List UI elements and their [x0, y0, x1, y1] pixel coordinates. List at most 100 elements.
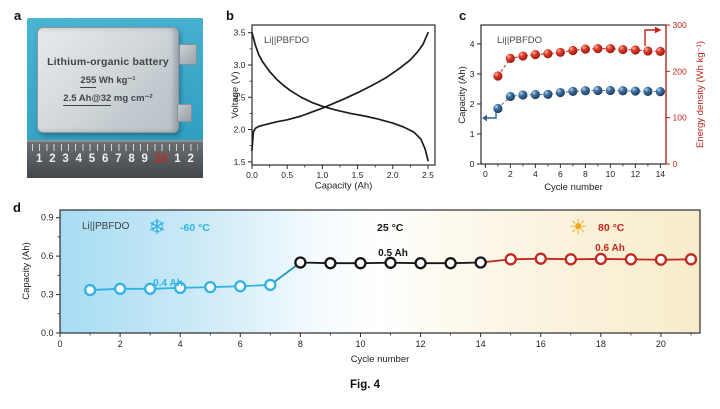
temp-label-room: 25 °C: [377, 222, 404, 234]
panel-d-xlabel: Cycle number: [351, 354, 410, 365]
svg-text:3.5: 3.5: [234, 28, 246, 38]
battery-terminal-tab-bottom: [177, 104, 192, 122]
energy-density-point: [580, 44, 590, 54]
capacity-point-room: [414, 257, 427, 270]
panel-d-frame: [59, 209, 701, 334]
svg-text:0: 0: [483, 169, 488, 179]
right-axis-arrow: [644, 29, 655, 46]
temp-label-hot: 80 °C: [598, 222, 625, 234]
ruler-number: 2: [49, 153, 56, 165]
capacity-point-cold: [264, 278, 277, 292]
svg-text:1.5: 1.5: [352, 170, 364, 180]
battery-pouch: Lithium-organic battery 255 Wh kg⁻¹ 2.5 …: [37, 27, 179, 133]
svg-text:1: 1: [470, 129, 475, 139]
svg-text:4: 4: [533, 169, 538, 179]
panel-b-title: Li||PBFDO: [264, 35, 309, 46]
battery-photo: Lithium-organic battery 255 Wh kg⁻¹ 2.5 …: [27, 18, 203, 178]
svg-text:0: 0: [673, 159, 678, 169]
svg-text:100: 100: [673, 113, 687, 123]
capacity-point-hot: [594, 252, 607, 266]
capacity-point-hot: [504, 253, 517, 266]
energy-density-point: [530, 50, 540, 60]
battery-title: Lithium-organic battery: [47, 56, 169, 68]
ruler-number: 6: [101, 153, 109, 165]
svg-text:0: 0: [57, 339, 62, 349]
battery-energy-unit: Wh kg⁻¹: [96, 75, 136, 86]
panel-b-xlabel: Capacity (Ah): [315, 181, 373, 192]
capacity-label-room: 0.5 Ah: [378, 248, 408, 259]
energy-density-point: [543, 49, 553, 59]
svg-text:14: 14: [656, 169, 666, 179]
capacity-point-hot: [624, 253, 638, 266]
energy-density-point: [655, 46, 665, 57]
capacity-point: [530, 90, 540, 100]
ruler-number: 1: [174, 153, 181, 165]
ruler-number: 10: [154, 153, 168, 165]
panel-d-label: d: [13, 200, 21, 215]
capacity-label-cold: 0.4 Ah: [153, 278, 183, 289]
svg-text:2.0: 2.0: [234, 125, 246, 135]
capacity-point-hot: [564, 253, 577, 266]
svg-text:1.0: 1.0: [316, 170, 328, 180]
capacity-label-hot: 0.6 Ah: [595, 243, 625, 254]
capacity-point: [543, 89, 553, 99]
capacity-point: [580, 86, 590, 96]
panel-c-label: c: [459, 8, 467, 23]
voltage-curve-discharge: [251, 31, 429, 162]
capacity-point-room: [474, 256, 487, 269]
sun-icon: ☀: [569, 216, 588, 239]
svg-text:0.5: 0.5: [281, 170, 293, 180]
ruler-number: 5: [88, 153, 96, 165]
ruler: 1 2 3 4 5 6 7 8 9 10 1 2: [27, 140, 203, 178]
ruler-number: 1: [36, 153, 43, 165]
svg-text:3.0: 3.0: [234, 60, 246, 70]
svg-text:18: 18: [596, 339, 606, 349]
capacity-point-hot: [684, 253, 698, 266]
svg-text:3: 3: [470, 69, 475, 79]
svg-text:200: 200: [673, 66, 687, 76]
svg-text:10: 10: [606, 169, 616, 179]
svg-text:2: 2: [118, 339, 123, 349]
svg-text:0.6: 0.6: [41, 251, 54, 261]
energy-density-point: [605, 44, 615, 54]
svg-text:8: 8: [583, 169, 588, 179]
capacity-point: [555, 87, 565, 98]
panel-c-title: Li||PBFDO: [497, 35, 542, 46]
capacity-point: [568, 86, 578, 96]
svg-text:6: 6: [238, 339, 243, 349]
energy-density-point: [618, 44, 628, 55]
energy-density-point: [518, 51, 528, 61]
panel-b-chart: 0.0 0.5 1.0 1.5 2.0 2.5 1.5 2.0 2.5 3.0 3.5 Li||PBF…: [230, 24, 436, 192]
capacity-point-room: [444, 257, 457, 270]
capacity-point: [493, 103, 503, 114]
svg-text:2.5: 2.5: [234, 92, 246, 102]
panel-d-chart: 0 2 4 6 8 10 12 14 16 18 20 0.0 0.3 0.6 0.9 Li||PBFDO ❄ -…: [21, 209, 701, 365]
battery-terminal-tab-top: [179, 44, 197, 65]
svg-text:12: 12: [416, 339, 426, 349]
ruler-numbers: 1 2 3 4 5 6 7 8 9 10 1 2: [27, 153, 203, 165]
panel-d-background: [60, 210, 700, 333]
svg-text:2: 2: [470, 99, 475, 109]
capacity-point-hot: [534, 252, 547, 265]
temp-label-cold: -60 °C: [180, 222, 210, 234]
svg-text:4: 4: [178, 339, 183, 349]
capacity-point-room: [384, 256, 397, 269]
svg-text:300: 300: [673, 20, 687, 30]
battery-capacity-line: 2.5 Ah@32 mg cm⁻²: [63, 93, 153, 106]
snowflake-icon: ❄: [148, 216, 166, 239]
svg-text:4: 4: [470, 39, 475, 49]
ruler-number: 3: [62, 153, 69, 165]
capacity-point: [655, 87, 665, 97]
svg-text:6: 6: [558, 169, 563, 179]
ruler-tick-marks: [32, 144, 198, 151]
panel-a-label: a: [14, 8, 22, 23]
capacity-point: [605, 85, 615, 96]
panel-c-ylabel-left: Capacity (Ah): [457, 66, 468, 124]
capacity-point-cold: [143, 282, 157, 295]
segment-connector: [269, 261, 301, 286]
capacity-point: [618, 86, 628, 96]
capacity-point-hot: [654, 253, 668, 266]
capacity-point-cold: [113, 282, 127, 295]
figure-caption: Fig. 4: [349, 379, 381, 391]
